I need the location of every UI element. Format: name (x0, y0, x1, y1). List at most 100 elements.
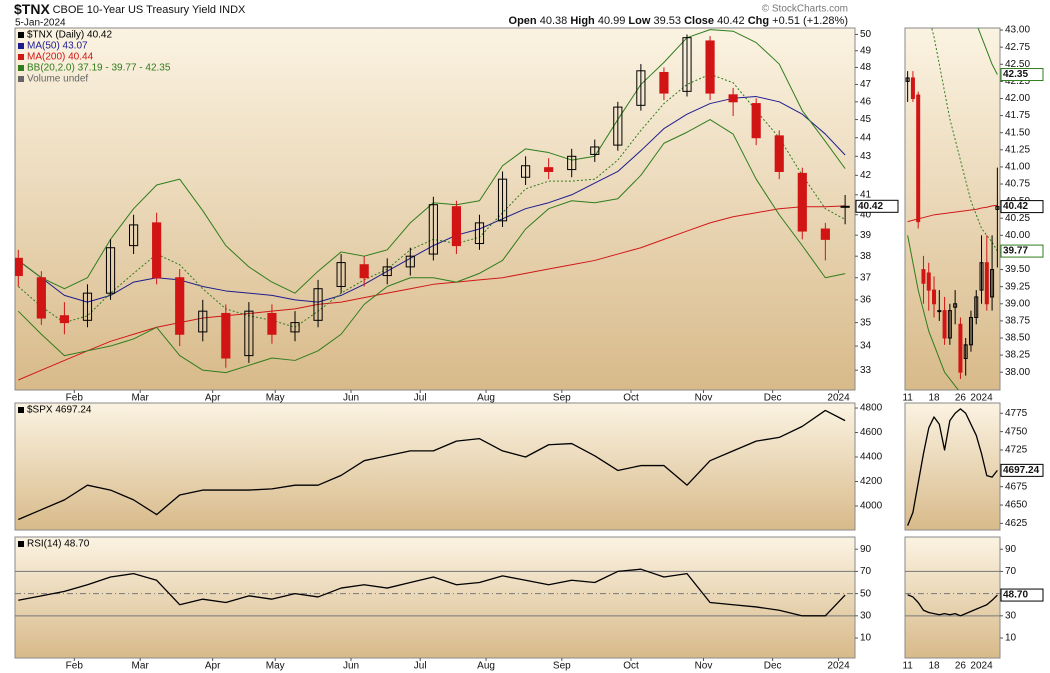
legend-swatch (18, 541, 24, 547)
y-tick-label: 39.25 (1005, 281, 1030, 292)
candle-body (129, 224, 139, 247)
y-tick-label: 40.75 (1005, 179, 1030, 190)
candle-body (797, 172, 807, 232)
series-line (907, 235, 959, 390)
x-tick-label: Nov (695, 661, 713, 672)
candle-body (313, 288, 323, 321)
y-tick-label: 4625 (1005, 518, 1028, 529)
candle-body (926, 272, 931, 291)
x-tick-label: Jul (414, 393, 427, 404)
x-tick-label: Sep (553, 393, 571, 404)
quote-value: 40.99 (598, 15, 626, 27)
series-line (18, 568, 846, 617)
candle-body (474, 222, 485, 245)
candle-body (963, 344, 968, 360)
y-tick-label: 41.75 (1005, 110, 1030, 121)
y-tick-label: 4600 (860, 427, 883, 438)
y-tick-label: 4800 (860, 403, 883, 414)
x-tick-label: Feb (66, 661, 84, 672)
panel-background (14, 27, 856, 391)
candle-body (544, 167, 554, 172)
candle-body (267, 312, 277, 335)
value-box (1000, 244, 1044, 258)
x-tick-label: Dec (764, 661, 782, 672)
symbol: $TNX (14, 1, 50, 17)
series-line (907, 204, 998, 223)
y-tick-label: 45 (860, 114, 872, 125)
candle-body (613, 106, 623, 146)
candle-body (905, 77, 910, 82)
quote: Open 40.38 High 40.99 Low 39.53 Close 40… (509, 15, 848, 27)
y-tick-label: 42.25 (1005, 76, 1030, 87)
legend-swatch (18, 407, 24, 413)
y-tick-label: 38.25 (1005, 350, 1030, 361)
y-tick-label: 10 (860, 633, 872, 644)
credit: © StockCharts.com (762, 4, 848, 15)
y-tick-label: 90 (860, 544, 872, 555)
y-tick-label: 40 (860, 209, 872, 220)
y-tick-label: 4000 (860, 501, 883, 512)
candle-body (947, 310, 952, 339)
plot-area (905, 28, 1000, 390)
candle-body (152, 222, 162, 279)
y-tick-label: 4400 (860, 452, 883, 463)
value-box-label: 40.42 (1003, 201, 1028, 212)
candle-body (774, 135, 784, 172)
series-line (17, 119, 846, 374)
x-tick-label: 18 (928, 393, 940, 404)
y-tick-label: 49 (860, 45, 872, 56)
x-tick-label: May (266, 661, 285, 672)
candle-body (359, 264, 369, 279)
y-tick-label: 43.00 (1005, 25, 1030, 36)
candle-body (428, 204, 438, 255)
plot-area (15, 568, 855, 617)
candle-body (82, 292, 93, 321)
legend-swatch (18, 65, 24, 71)
y-tick-label: 38.75 (1005, 316, 1030, 327)
x-tick-label: Sep (553, 661, 571, 672)
quote-value: +0.51 (+1.28%) (772, 15, 848, 27)
y-tick-label: 38.50 (1005, 333, 1030, 344)
candle-body (682, 37, 692, 92)
x-tick-label: 11 (902, 661, 913, 672)
quote-label: Chg (748, 15, 769, 27)
candle-body (405, 255, 415, 268)
y-tick-label: 38.00 (1005, 367, 1030, 378)
candle-body (820, 228, 830, 240)
y-tick-label: 50 (860, 588, 872, 599)
x-tick-label: Oct (623, 393, 639, 404)
panel-background (904, 402, 1001, 531)
y-tick-label: 44 (860, 132, 872, 143)
value-box (855, 199, 899, 213)
y-tick-label: 40.00 (1005, 230, 1030, 241)
legend-entry: RSI(14) 48.70 (27, 539, 90, 550)
value-box (1000, 588, 1044, 602)
series-line (907, 408, 998, 526)
y-tick-label: 43 (860, 151, 872, 162)
candle-body (984, 262, 989, 305)
x-tick-label: 18 (928, 661, 940, 672)
legend-swatch (18, 54, 24, 60)
y-tick-label: 40.25 (1005, 213, 1030, 224)
candle-body (105, 247, 116, 294)
y-tick-label: 30 (1005, 610, 1017, 621)
candle-body (221, 312, 231, 359)
x-tick-label: 2024 (970, 393, 993, 404)
x-tick-label: Dec (764, 393, 782, 404)
candle-body (728, 94, 738, 103)
plot-area (905, 570, 1000, 617)
candle-body (974, 296, 979, 318)
y-tick-label: 42.50 (1005, 59, 1030, 70)
y-tick-label: 41.25 (1005, 144, 1030, 155)
candle-body (910, 77, 915, 99)
panel-background (14, 536, 856, 659)
candle-body (198, 310, 208, 333)
candle-body (751, 103, 761, 139)
x-tick-label: Oct (623, 661, 639, 672)
plot-area (907, 408, 998, 526)
value-box-label: 48.70 (1003, 590, 1028, 601)
y-tick-label: 4675 (1005, 481, 1028, 492)
quote-value: 40.38 (540, 15, 568, 27)
candle-body (990, 269, 995, 298)
y-tick-label: 35 (860, 317, 872, 328)
